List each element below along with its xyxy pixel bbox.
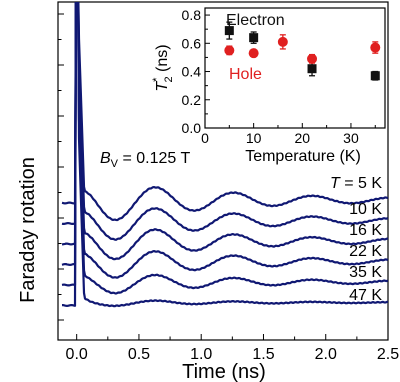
trace-label: 47 K [349,287,382,304]
inset-y-tick-label: 0.4 [182,64,202,80]
series-label-hole: Hole [229,66,262,83]
inset-plot: 0.0 0.2 0.4 0.6 0.8 0 10 20 30 Temperature (K) T*2… [151,7,386,165]
x-axis-label: Time (ns) [182,361,266,382]
x-tick-label: 0.0 [66,346,88,363]
data-point-hole [224,45,235,56]
inset-y-tick-label: 0.0 [182,120,202,136]
inset-y-tick-label: 0.8 [182,7,202,23]
trace-label: 35 K [349,264,382,281]
main-plot-area [57,1,389,341]
data-point-electron [307,64,317,74]
inset-y-tick-label: 0.2 [182,92,202,108]
trace-label: 22 K [349,243,382,260]
inset-x-tick-label: 30 [343,130,359,146]
data-point-electron [370,71,380,81]
x-tick-label: 1.0 [190,346,212,363]
data-point-electron [224,26,234,36]
trace-labels: T = 5 K 10 K 16 K 22 K 35 K 47 K [330,175,382,304]
trace-label: 10 K [349,201,382,218]
x-tick-label: 1.5 [252,346,274,363]
data-point-hole [277,36,288,47]
field-annotation: BV = 0.125 T [100,150,190,170]
series-label-electron: Electron [226,12,285,29]
inset-y-tick-label: 0.6 [182,35,202,51]
data-point-electron [249,33,259,43]
data-point-hole [370,42,381,53]
x-tick-label: 2.0 [315,346,337,363]
inset-x-tick-label: 0 [201,130,209,146]
trace-label: T = 5 K [330,175,382,192]
y-axis-label: Faraday rotation [17,157,39,303]
data-point-hole [307,53,318,64]
faraday-trace [61,2,388,222]
faraday-trace [61,2,388,241]
faraday-trace [61,2,388,261]
main-tick-labels: 0.0 0.5 1.0 1.5 2.0 2.5 [66,346,400,363]
faraday-traces [61,2,388,308]
x-tick-label: 0.5 [128,346,150,363]
inset-x-tick-label: 10 [246,130,262,146]
trace-label: 16 K [349,222,382,239]
inset-x-axis-label: Temperature (K) [245,148,361,165]
inset-x-tick-label: 20 [295,130,311,146]
faraday-trace [61,2,388,295]
inset-y-axis-label: T*2 (ns) [151,44,175,91]
faraday-trace [61,2,388,308]
main-frame [57,1,389,341]
data-point-hole [248,48,259,59]
faraday-trace [61,2,388,279]
x-tick-label: 2.5 [377,346,399,363]
inset-frame [204,7,386,129]
